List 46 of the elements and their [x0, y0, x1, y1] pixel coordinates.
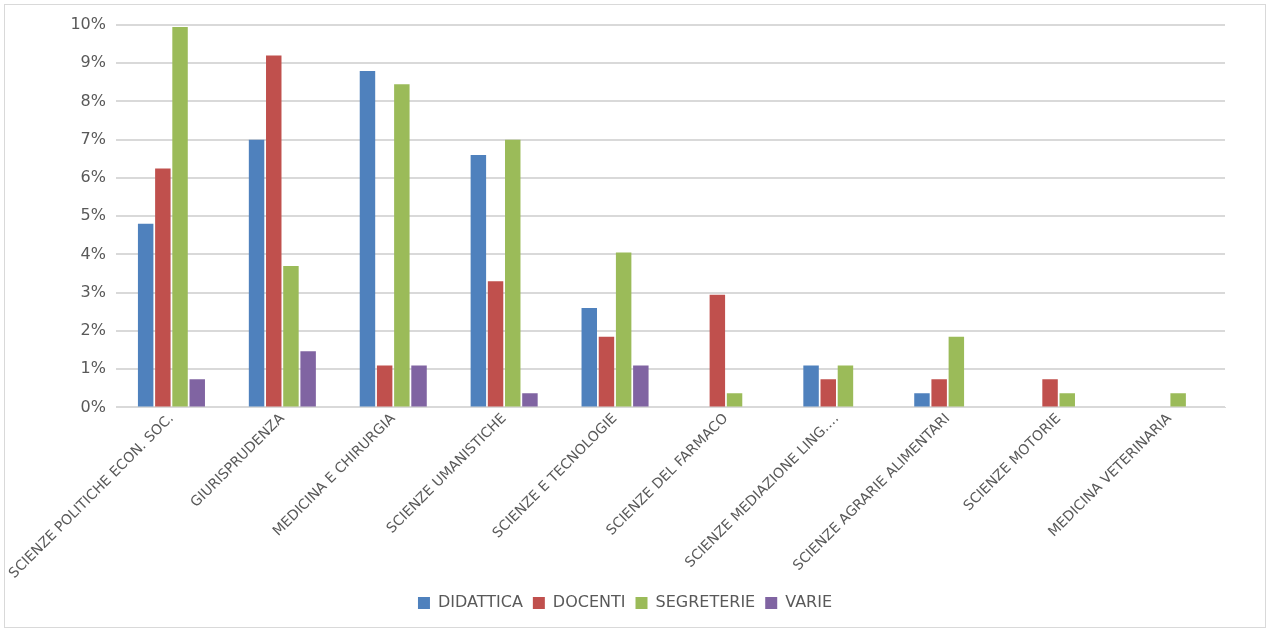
bar [522, 393, 538, 407]
bar [837, 365, 854, 407]
y-tick-label: 2% [80, 320, 106, 340]
legend-label: DOCENTI [552, 592, 626, 612]
bar [615, 252, 632, 407]
y-tick-label: 7% [80, 128, 106, 148]
bar [505, 139, 521, 407]
y-tick-label: 0% [80, 396, 106, 416]
bar [359, 70, 376, 407]
legend-label: DIDATTICA [437, 592, 523, 612]
bar [820, 379, 836, 407]
bar [376, 365, 393, 407]
bar [487, 281, 504, 407]
bar [726, 393, 743, 407]
bar [931, 379, 947, 407]
bar [283, 265, 299, 407]
bar [248, 139, 265, 407]
y-tick-label: 3% [80, 281, 106, 301]
bar [1059, 393, 1075, 407]
bar [155, 168, 171, 407]
y-tick-label: 1% [80, 358, 106, 378]
bar [394, 84, 410, 407]
y-tick-label: 8% [80, 90, 106, 110]
bar [1170, 393, 1186, 407]
bar [598, 336, 615, 407]
bar [189, 379, 205, 407]
y-tick-label: 9% [80, 52, 106, 72]
y-tick-label: 4% [80, 243, 106, 263]
bar [914, 393, 930, 407]
bar [948, 336, 965, 407]
bar [266, 55, 282, 407]
legend-label: SEGRETERIE [655, 592, 756, 612]
y-tick-label: 6% [80, 167, 106, 187]
bar [172, 26, 188, 407]
bar [1042, 379, 1058, 407]
bar [137, 223, 154, 407]
bar [709, 294, 726, 407]
y-tick-label: 5% [80, 205, 106, 225]
bar [411, 365, 427, 407]
bar [581, 308, 597, 407]
legend-label: VARIE [785, 592, 833, 612]
bar [470, 155, 487, 407]
bar [300, 351, 316, 407]
bar [803, 365, 819, 407]
y-tick-label: 10% [70, 14, 106, 34]
bar [633, 365, 649, 407]
